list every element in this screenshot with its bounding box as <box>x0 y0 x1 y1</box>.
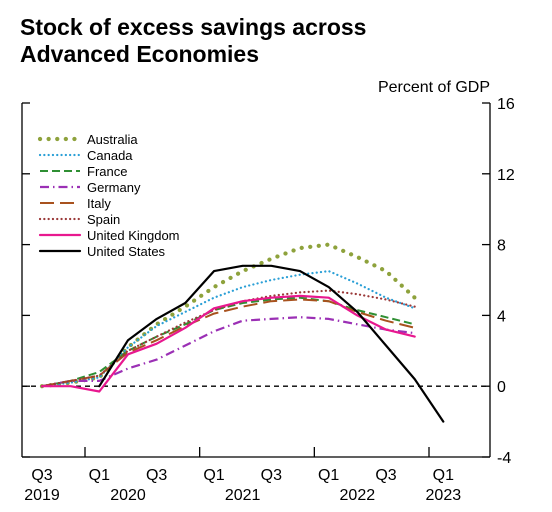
y-tick-label: 8 <box>497 238 506 255</box>
x-year-label: 2021 <box>225 487 261 504</box>
legend-label-italy: Italy <box>87 196 111 211</box>
series-line-australia <box>39 242 417 389</box>
legend-label-canada: Canada <box>87 148 133 163</box>
x-year-label: 2020 <box>110 487 146 504</box>
series-line-united-states <box>98 264 445 423</box>
y-tick-label: 4 <box>497 308 506 325</box>
legend-label-france: France <box>87 164 127 179</box>
chart-title-line-2: Advanced Economies <box>20 41 260 67</box>
legend-label-germany: Germany <box>87 180 141 195</box>
series-layer <box>39 242 445 423</box>
x-tick-label: Q1 <box>89 467 110 484</box>
chart-title: Stock of excess savings across Advanced … <box>20 14 540 68</box>
y-axis-label: Percent of GDP <box>378 79 490 96</box>
series-line-canada <box>40 270 416 388</box>
legend-label-united-kingdom: United Kingdom <box>87 228 180 243</box>
legend-label-spain: Spain <box>87 212 120 227</box>
x-year-label: 2019 <box>24 487 60 504</box>
series-line-united-kingdom <box>40 294 416 393</box>
x-year-label: 2023 <box>426 487 462 504</box>
x-tick-label: Q3 <box>146 467 167 484</box>
legend-label-australia: Australia <box>87 132 138 147</box>
y-tick-label: 12 <box>497 167 515 184</box>
legend-label-united-states: United States <box>87 244 166 259</box>
x-tick-label: Q1 <box>433 467 454 484</box>
x-tick-label: Q3 <box>375 467 396 484</box>
x-tick-label: Q3 <box>31 467 52 484</box>
x-tick-label: Q1 <box>203 467 224 484</box>
x-tick-label: Q3 <box>261 467 282 484</box>
x-year-label: 2022 <box>340 487 376 504</box>
x-tick-label: Q1 <box>318 467 339 484</box>
legend: AustraliaCanadaFranceGermanyItalySpainUn… <box>37 132 180 259</box>
axes: -4 0 4 8 12 16 Q3 2019 Q1 Q3 Q1 Q3 Q1 Q3 Q1 2023 2020 202… <box>21 96 515 504</box>
y-tick-label: 0 <box>497 379 506 396</box>
chart-title-line-1: Stock of excess savings across <box>20 14 367 40</box>
y-tick-label: -4 <box>497 450 511 467</box>
y-tick-label: 16 <box>497 96 515 113</box>
